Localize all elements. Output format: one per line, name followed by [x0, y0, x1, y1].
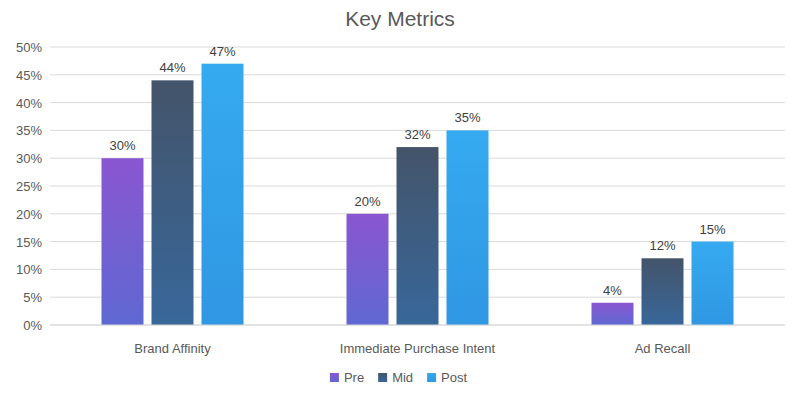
- bar: [447, 130, 489, 325]
- data-label: 12%: [649, 238, 675, 253]
- y-tick-label: 45%: [16, 68, 42, 83]
- title: Key Metrics: [345, 7, 455, 30]
- grid-line: [50, 325, 785, 326]
- legend-swatch: [427, 373, 436, 382]
- data-label: 32%: [404, 127, 430, 142]
- bar: [102, 158, 144, 325]
- data-label: 47%: [209, 44, 235, 59]
- bar: [592, 303, 634, 325]
- legend-label: Mid: [392, 370, 413, 385]
- data-label: 35%: [454, 110, 480, 125]
- bar: [202, 64, 244, 325]
- data-label: 20%: [354, 194, 380, 209]
- chart: Key Metrics 0% 5% 10% 15% 20% 25% 30% 35% 40% 45% 5…: [0, 0, 800, 400]
- x-tick-label: Immediate Purchase Intent: [340, 341, 496, 356]
- y-tick-label: 10%: [16, 262, 42, 277]
- legend-swatch: [330, 373, 339, 382]
- y-tick-label: 0%: [23, 318, 42, 333]
- data-label: 44%: [159, 60, 185, 75]
- legend-label: Post: [441, 370, 467, 385]
- bar: [347, 214, 389, 325]
- data-label: 15%: [699, 222, 725, 237]
- y-tick-label: 5%: [23, 290, 42, 305]
- y-tick-label: 20%: [16, 207, 42, 222]
- y-tick-label: 50%: [16, 40, 42, 55]
- bars: [102, 64, 734, 325]
- x-tick-label: Brand Affinity: [134, 341, 211, 356]
- bar: [397, 147, 439, 325]
- y-tick-label: 30%: [16, 151, 42, 166]
- grid-line: [50, 47, 785, 48]
- legend: Pre Mid Post: [330, 370, 468, 385]
- legend-swatch: [378, 373, 387, 382]
- bar: [152, 80, 194, 325]
- y-tick-label: 35%: [16, 123, 42, 138]
- bar: [692, 242, 734, 325]
- x-tick-label: Ad Recall: [635, 341, 691, 356]
- y-tick-label: 15%: [16, 235, 42, 250]
- data-label: 4%: [603, 283, 622, 298]
- y-tick-label: 40%: [16, 96, 42, 111]
- y-tick-label: 25%: [16, 179, 42, 194]
- legend-label: Pre: [344, 370, 364, 385]
- x-axis: [50, 325, 785, 326]
- bar: [642, 258, 684, 325]
- data-label: 30%: [109, 138, 135, 153]
